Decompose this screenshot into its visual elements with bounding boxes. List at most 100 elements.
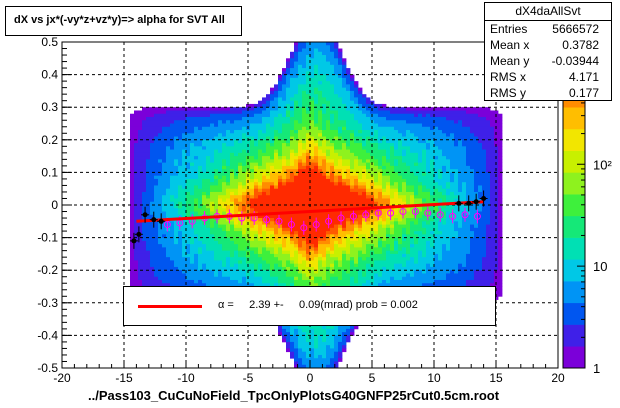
heatmap-cell (170, 136, 175, 141)
heatmap-cell (342, 77, 347, 82)
heatmap-cell (318, 94, 323, 98)
heatmap-cell (214, 208, 219, 212)
heatmap-cell (138, 162, 143, 167)
heatmap-cell (338, 55, 343, 59)
heatmap-cell (162, 257, 167, 261)
heatmap-cell (350, 191, 355, 196)
heatmap-cell (270, 201, 275, 206)
heatmap-cell (314, 120, 319, 124)
heatmap-cell (326, 159, 331, 164)
heatmap-cell (294, 237, 299, 242)
heatmap-cell (362, 240, 367, 245)
heatmap-cell (362, 182, 367, 186)
heatmap-cell (190, 146, 195, 150)
heatmap-cell (406, 276, 411, 281)
heatmap-cell (162, 260, 167, 265)
heatmap-cell (294, 234, 299, 238)
heatmap-cell (374, 165, 379, 170)
heatmap-cell (254, 182, 259, 186)
heatmap-cell (242, 185, 247, 190)
heatmap-cell (154, 263, 159, 268)
heatmap-cell (338, 68, 343, 72)
heatmap-cell (202, 188, 207, 193)
heatmap-cell (314, 201, 319, 206)
heatmap-cell (294, 107, 299, 111)
heatmap-cell (394, 240, 399, 245)
heatmap-cell (338, 64, 343, 69)
heatmap-cell (130, 257, 135, 261)
heatmap-cell (286, 58, 291, 62)
heatmap-cell (282, 97, 287, 102)
heatmap-cell (138, 178, 143, 183)
heatmap-cell (346, 103, 351, 108)
heatmap-cell (358, 257, 363, 261)
heatmap-cell (386, 143, 391, 147)
heatmap-cell (338, 244, 343, 248)
heatmap-cell (226, 221, 231, 225)
heatmap-cell (346, 201, 351, 206)
heatmap-cell (254, 195, 259, 199)
heatmap-cell (294, 55, 299, 59)
heatmap-cell (334, 64, 339, 69)
heatmap-cell (318, 351, 323, 356)
heatmap-cell (390, 244, 395, 248)
heatmap-cell (322, 338, 327, 343)
heatmap-cell (406, 165, 411, 170)
heatmap-cell (306, 48, 311, 53)
heatmap-cell (258, 263, 263, 268)
heatmap-cell (210, 247, 215, 252)
heatmap-cell (286, 266, 291, 271)
heatmap-cell (298, 42, 303, 46)
heatmap-cell (166, 270, 171, 274)
heatmap-cell (130, 156, 135, 160)
heatmap-cell (298, 257, 303, 261)
heatmap-cell (246, 146, 251, 150)
heatmap-cell (374, 113, 379, 118)
heatmap-cell (390, 253, 395, 258)
heatmap-cell (278, 240, 283, 245)
heatmap-cell (174, 169, 179, 173)
heatmap-cell (270, 133, 275, 137)
heatmap-cell (330, 234, 335, 238)
heatmap-cell (290, 283, 295, 287)
heatmap-cell (298, 152, 303, 157)
heatmap-cell (206, 276, 211, 281)
heatmap-cell (258, 182, 263, 186)
heatmap-cell (174, 152, 179, 157)
heatmap-cell (202, 227, 207, 232)
heatmap-cell (326, 178, 331, 183)
heatmap-cell (202, 208, 207, 212)
heatmap-cell (190, 113, 195, 118)
heatmap-cell (226, 208, 231, 212)
heatmap-cell (162, 185, 167, 190)
heatmap-cell (370, 279, 375, 284)
heatmap-cell (302, 45, 307, 49)
heatmap-cell (290, 234, 295, 238)
heatmap-cell (234, 250, 239, 255)
heatmap-cell (226, 244, 231, 248)
heatmap-cell (298, 237, 303, 242)
heatmap-cell (166, 123, 171, 128)
heatmap-cell (194, 116, 199, 121)
heatmap-cell (294, 279, 299, 284)
heatmap-cell (138, 237, 143, 242)
heatmap-cell (146, 224, 151, 229)
heatmap-cell (406, 156, 411, 160)
heatmap-cell (322, 358, 327, 362)
heatmap-cell (154, 257, 159, 261)
heatmap-cell (406, 175, 411, 180)
heatmap-cell (282, 178, 287, 183)
heatmap-cell (222, 250, 227, 255)
heatmap-cell (362, 165, 367, 170)
heatmap-cell (154, 130, 159, 134)
heatmap-cell (222, 201, 227, 206)
heatmap-cell (302, 94, 307, 98)
heatmap-cell (314, 71, 319, 75)
heatmap-cell (146, 205, 151, 209)
heatmap-cell (398, 234, 403, 238)
heatmap-cell (230, 195, 235, 199)
heatmap-cell (378, 110, 383, 115)
heatmap-cell (298, 45, 303, 49)
heatmap-cell (210, 110, 215, 115)
heatmap-cell (210, 250, 215, 255)
